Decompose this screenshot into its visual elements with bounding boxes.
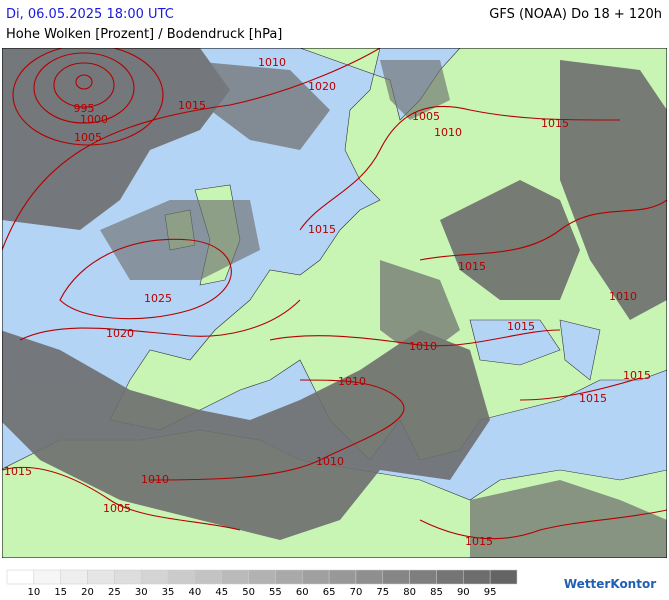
colorbar-swatch: [436, 569, 464, 585]
isobar-label: 1010: [338, 375, 366, 388]
isobar-label: 1015: [507, 320, 535, 333]
model-run: GFS (NOAA) Do 18 + 120h: [489, 7, 662, 22]
colorbar-label: 25: [108, 587, 121, 598]
colorbar-label: 95: [484, 587, 497, 598]
colorbar-label: 40: [189, 587, 202, 598]
isobar-label: 1005: [103, 502, 131, 515]
colorbar-label: 20: [81, 587, 94, 598]
colorbar-label: 85: [430, 587, 443, 598]
isobar-label: 1015: [458, 260, 486, 273]
isobar-label: 1015: [579, 392, 607, 405]
colorbar-swatch: [328, 569, 357, 585]
isobar-label: 1010: [141, 473, 169, 486]
colorbar-swatch: [194, 569, 222, 585]
colorbar-swatch: [382, 569, 410, 585]
map-title: Hohe Wolken [Prozent] / Bodendruck [hPa]: [6, 27, 282, 42]
colorbar-swatch: [409, 569, 437, 585]
isobar-label: 1010: [609, 290, 637, 303]
isobar-label: 1000: [80, 113, 108, 126]
colorbar-swatch: [167, 569, 196, 585]
colorbar-label: 80: [403, 587, 416, 598]
colorbar-label: 60: [296, 587, 309, 598]
isobar-label: 1015: [541, 117, 569, 130]
colorbar-swatch: [248, 569, 276, 585]
colorbar-label: 75: [376, 587, 389, 598]
colorbar-swatch: [463, 569, 491, 585]
isobar-label: 995: [74, 102, 95, 115]
colorbar-swatch: [140, 569, 169, 585]
colorbar-swatch: [489, 569, 518, 585]
sea-inland: [469, 319, 561, 366]
isobar-label: 1015: [308, 223, 336, 236]
colorbar-label: 10: [27, 587, 40, 598]
colorbar-swatch: [60, 569, 88, 585]
colorbar: 10 15 20 25 30 35 40 45 50 55 60 65 70 75 80 85 90 95: [6, 569, 518, 598]
isobars: [2, 48, 667, 540]
isobar-label: 1020: [106, 327, 134, 340]
isobar-label: 1025: [144, 292, 172, 305]
colorbar-swatch: [275, 569, 303, 585]
colorbar-label: 50: [242, 587, 255, 598]
colorbar-label: 30: [135, 587, 148, 598]
isobar-label: 1020: [308, 80, 336, 93]
isobar-label: 1015: [465, 535, 493, 548]
colorbar-swatch: [302, 569, 330, 585]
isobar-label: 1005: [412, 110, 440, 123]
sea-inland: [559, 319, 601, 381]
colorbar-swatch: [87, 569, 115, 585]
colorbar-label: 15: [54, 587, 67, 598]
colorbar-swatch: [6, 569, 35, 585]
isobar-label: 1015: [178, 99, 206, 112]
isobar-label: 1010: [434, 126, 462, 139]
colorbar-label: 65: [323, 587, 336, 598]
isobar-label: 1015: [623, 369, 651, 382]
colorbar-swatch: [355, 569, 384, 585]
datetime: Di, 06.05.2025 18:00 UTC: [6, 7, 174, 22]
isobar-label: 1010: [316, 455, 344, 468]
isobar-label: 1015: [4, 465, 32, 478]
colorbar-label: 35: [162, 587, 175, 598]
cloud-cover: [2, 48, 667, 558]
colorbar-swatch: [114, 569, 142, 585]
colorbar-label: 70: [350, 587, 363, 598]
colorbar-label: 45: [215, 587, 228, 598]
colorbar-label: 90: [457, 587, 470, 598]
isobar-label: 1005: [74, 131, 102, 144]
colorbar-label: 55: [269, 587, 282, 598]
colorbar-swatch: [33, 569, 61, 585]
isobar-label: 1010: [409, 340, 437, 353]
logo: WetterKontor: [564, 577, 656, 591]
colorbar-swatch: [221, 569, 249, 585]
isobar-label: 1010: [258, 56, 286, 69]
